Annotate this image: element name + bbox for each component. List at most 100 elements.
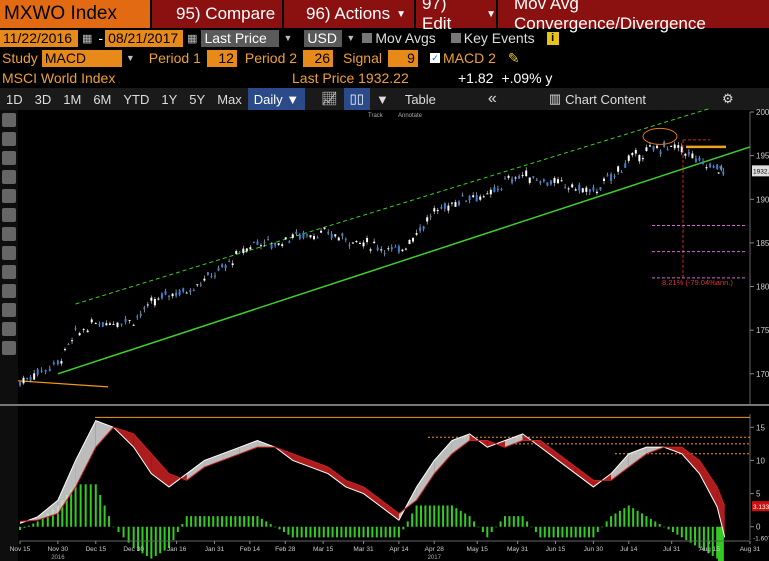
histogram-bar bbox=[190, 516, 193, 527]
chart-content-icon[interactable]: ▥ bbox=[548, 91, 562, 106]
calendar-icon[interactable]: ▦ bbox=[187, 32, 198, 45]
histogram-bar bbox=[719, 526, 722, 561]
histogram-bar bbox=[716, 526, 719, 559]
candle-body bbox=[245, 248, 248, 252]
histogram-bar bbox=[375, 526, 378, 538]
price-tick-label: 1750 bbox=[756, 326, 769, 335]
macd-fill bbox=[133, 433, 152, 474]
mov-avgs-label: Mov Avgs bbox=[375, 30, 436, 46]
fib-tool-icon[interactable] bbox=[2, 151, 16, 165]
histogram-bar bbox=[411, 513, 414, 527]
range-1m[interactable]: 1M bbox=[63, 91, 82, 107]
period2-field[interactable]: 26 bbox=[303, 49, 334, 67]
candle-body bbox=[48, 368, 51, 371]
histogram-bar bbox=[689, 526, 692, 543]
candle-body bbox=[553, 177, 556, 183]
rect-tool-icon[interactable] bbox=[2, 189, 16, 203]
chevron-down-icon[interactable]: ▼ bbox=[375, 91, 389, 107]
end-date-field[interactable]: 08/21/2017 bbox=[105, 29, 184, 47]
candle-body bbox=[610, 173, 613, 181]
currency-select[interactable]: USD bbox=[304, 29, 343, 47]
period1-field[interactable]: 12 bbox=[206, 49, 237, 67]
range-1d[interactable]: 1D bbox=[6, 91, 23, 107]
security-name: MSCI World Index bbox=[2, 70, 116, 86]
range-max[interactable]: Max bbox=[217, 91, 242, 107]
annotate-button[interactable]: Annotate bbox=[398, 113, 423, 119]
histogram-bar bbox=[300, 526, 303, 538]
text-tool-icon[interactable] bbox=[2, 208, 16, 222]
range-5y[interactable]: 5Y bbox=[189, 91, 206, 107]
chevron-down-icon[interactable]: ▼ bbox=[125, 53, 135, 63]
compare-button[interactable]: 95) Compare bbox=[150, 0, 282, 28]
candle-body bbox=[86, 330, 89, 333]
candle-body bbox=[592, 187, 595, 191]
histogram-bar bbox=[380, 526, 383, 538]
candle-body bbox=[98, 323, 101, 325]
zoom-tool-icon[interactable] bbox=[2, 303, 16, 317]
reset-tool-icon[interactable] bbox=[2, 284, 16, 298]
candle-body bbox=[454, 202, 457, 207]
info-icon[interactable]: i bbox=[546, 31, 559, 45]
candle-body bbox=[489, 189, 492, 195]
chevron-down-icon[interactable]: ▼ bbox=[283, 33, 293, 43]
line-chart-icon[interactable]: 📈︎ bbox=[321, 91, 338, 106]
candle-body bbox=[168, 295, 171, 297]
calendar-icon[interactable]: ▦ bbox=[82, 32, 93, 45]
candle-body bbox=[546, 182, 549, 186]
move-tool-icon[interactable] bbox=[2, 322, 16, 336]
channel-tool-icon[interactable] bbox=[2, 170, 16, 184]
brush-tool-icon[interactable] bbox=[2, 246, 16, 260]
candle-body bbox=[652, 146, 655, 150]
pencil-icon[interactable]: ✎ bbox=[507, 49, 520, 66]
histogram-bar bbox=[322, 526, 325, 538]
candle-body bbox=[656, 145, 659, 149]
key-events-checkbox[interactable] bbox=[450, 33, 461, 43]
gear-icon[interactable]: ⚙ bbox=[722, 91, 734, 106]
actions-button[interactable]: 96) Actions ▼ bbox=[282, 0, 414, 28]
histogram-bar bbox=[526, 521, 529, 527]
start-date-field[interactable]: 11/22/2016 bbox=[0, 29, 78, 47]
price-change: +1.82 bbox=[458, 70, 494, 86]
mov-avgs-checkbox[interactable] bbox=[362, 33, 373, 43]
range-3d[interactable]: 3D bbox=[34, 91, 52, 107]
ruler-tool-icon[interactable] bbox=[2, 265, 16, 279]
candle-body bbox=[105, 323, 108, 326]
last-price-tag: 1932.22 bbox=[753, 168, 769, 175]
range-1y[interactable]: 1Y bbox=[161, 91, 178, 107]
x-tick-label: Jan 16 bbox=[167, 546, 187, 553]
pointer-tool-icon[interactable] bbox=[2, 113, 16, 127]
range-6m[interactable]: 6M bbox=[93, 91, 112, 107]
track-button[interactable]: Track bbox=[368, 113, 384, 119]
candle-body bbox=[641, 158, 644, 160]
price-type-select[interactable]: Last Price bbox=[201, 29, 280, 47]
eraser-tool-icon[interactable] bbox=[2, 341, 16, 355]
candle-body bbox=[691, 153, 694, 159]
line-tool-icon[interactable] bbox=[2, 132, 16, 146]
range-ytd[interactable]: YTD bbox=[123, 91, 150, 107]
histogram-bar bbox=[450, 505, 453, 527]
study-select[interactable]: MACD bbox=[41, 49, 122, 67]
chevron-down-icon[interactable]: ▼ bbox=[346, 33, 356, 43]
candle-body bbox=[603, 178, 605, 182]
collapse-icon[interactable]: « bbox=[487, 90, 497, 107]
histogram-bar bbox=[159, 526, 162, 554]
chart-content-button[interactable]: Chart Content bbox=[565, 91, 647, 107]
candle-body bbox=[557, 179, 560, 184]
macd2-checkbox[interactable]: ✓ bbox=[429, 53, 440, 63]
table-button[interactable]: Table bbox=[404, 91, 436, 107]
ticker-field[interactable]: MXWO Index bbox=[0, 0, 150, 28]
lower-trendline bbox=[57, 146, 751, 375]
histogram-bar bbox=[663, 526, 666, 528]
histogram-bar bbox=[70, 489, 73, 527]
arrow-tool-icon[interactable] bbox=[2, 227, 16, 241]
edit-button[interactable]: 97) Edit ▼ bbox=[414, 0, 496, 33]
signal-field[interactable]: 9 bbox=[387, 49, 418, 67]
candle-body bbox=[63, 349, 66, 351]
histogram-bar bbox=[459, 510, 462, 527]
x-tick-label: Apr 14 bbox=[389, 546, 409, 553]
histogram-bar bbox=[718, 526, 721, 561]
candle-chart-icon[interactable]: ▯▯ bbox=[343, 88, 370, 110]
histogram-bar bbox=[221, 516, 224, 527]
frequency-select[interactable]: Daily ▼ bbox=[247, 88, 306, 110]
